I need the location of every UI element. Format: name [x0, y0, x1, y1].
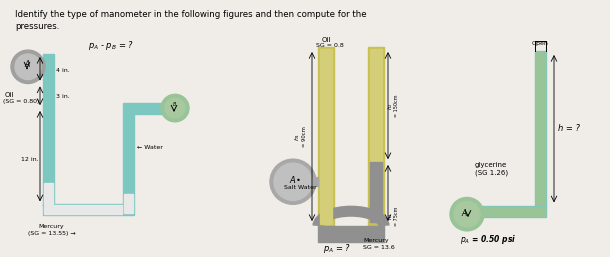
Circle shape — [11, 50, 45, 84]
Circle shape — [15, 54, 41, 80]
Text: 3 in.: 3 in. — [56, 94, 70, 99]
Bar — [316, 177, 318, 186]
Circle shape — [450, 197, 484, 231]
Bar — [124, 194, 133, 213]
Text: pressures.: pressures. — [15, 22, 59, 31]
Bar — [44, 183, 53, 204]
Text: (SG 1.26): (SG 1.26) — [475, 170, 508, 177]
Text: Oil: Oil — [5, 92, 15, 98]
Text: Salt Water: Salt Water — [284, 185, 317, 190]
Bar — [370, 49, 382, 162]
Text: (SG = 13.55) →: (SG = 13.55) → — [28, 231, 76, 236]
Bar — [318, 226, 384, 242]
Bar — [370, 162, 382, 222]
Text: $h_2$: $h_2$ — [387, 102, 395, 110]
Text: = 90cm: = 90cm — [301, 126, 306, 147]
Text: $p_A$ = ?: $p_A$ = ? — [323, 242, 351, 255]
Text: Identify the type of manometer in the following figures and then compute for the: Identify the type of manometer in the fo… — [15, 10, 367, 19]
Text: Mercury: Mercury — [38, 224, 63, 229]
Text: SG = 13.6: SG = 13.6 — [363, 245, 395, 250]
Bar — [320, 49, 332, 224]
Text: Oil: Oil — [321, 37, 331, 43]
Bar — [536, 52, 545, 205]
Text: $A$: $A$ — [24, 58, 31, 69]
Bar — [535, 51, 546, 206]
Text: $A$: $A$ — [461, 207, 468, 218]
Circle shape — [161, 94, 189, 122]
Text: $h_1$: $h_1$ — [293, 132, 303, 141]
Bar — [318, 47, 334, 226]
Bar — [43, 204, 123, 215]
Bar — [44, 55, 53, 183]
Text: glycerine: glycerine — [475, 162, 508, 168]
Bar — [470, 206, 546, 217]
Bar — [43, 54, 54, 206]
Circle shape — [165, 98, 185, 118]
Text: $A$•: $A$• — [289, 174, 301, 185]
Text: $p_A$ = 0.50 psi: $p_A$ = 0.50 psi — [460, 233, 517, 246]
Bar — [124, 104, 133, 204]
Text: $p_A$ - $p_B$ = ?: $p_A$ - $p_B$ = ? — [88, 39, 134, 52]
Text: ← Water: ← Water — [137, 145, 163, 150]
Text: Open: Open — [531, 41, 548, 46]
Circle shape — [274, 163, 312, 200]
Bar — [44, 205, 122, 214]
Text: SG = 0.8: SG = 0.8 — [316, 43, 344, 48]
Text: 4 in.: 4 in. — [56, 68, 70, 73]
Bar — [123, 103, 134, 215]
Bar — [134, 103, 166, 114]
Text: (SG = 0.80): (SG = 0.80) — [3, 99, 40, 104]
Text: $h_3$: $h_3$ — [387, 212, 395, 220]
Text: = 150cm: = 150cm — [395, 95, 400, 117]
Text: h = ?: h = ? — [558, 124, 580, 133]
Text: 12 in.: 12 in. — [21, 157, 38, 162]
Bar — [368, 47, 384, 226]
Bar — [471, 207, 545, 216]
Circle shape — [270, 159, 316, 204]
Circle shape — [454, 201, 480, 227]
Text: $_B$: $_B$ — [172, 101, 177, 109]
Text: Mercury: Mercury — [363, 238, 389, 243]
Text: = 75cm: = 75cm — [395, 206, 400, 226]
